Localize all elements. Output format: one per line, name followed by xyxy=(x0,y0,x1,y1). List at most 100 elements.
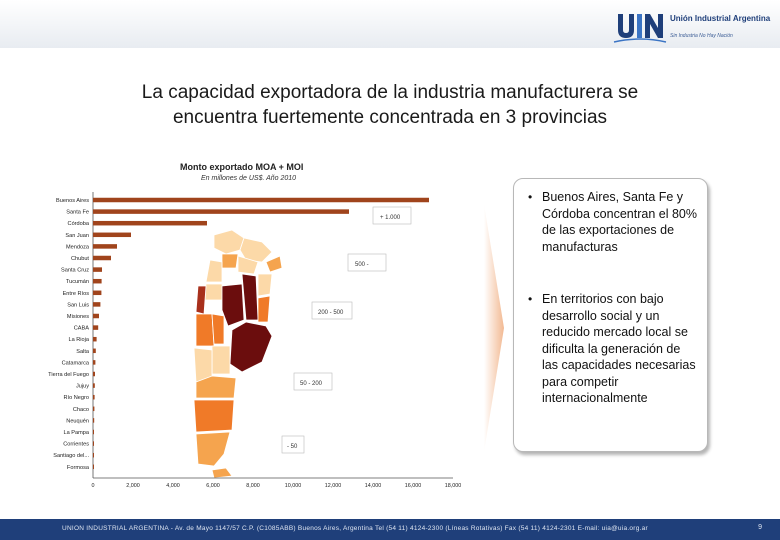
bar xyxy=(93,278,102,284)
bullet-item-2: En territorios con bajo desarrollo socia… xyxy=(528,291,697,407)
page-number: 9 xyxy=(758,524,762,531)
map-region-corrientes xyxy=(257,273,273,297)
map-region-chubut xyxy=(193,399,235,433)
map-region-la-pampa xyxy=(211,345,231,375)
category-label: Salta xyxy=(76,349,90,355)
export-bar-chart: Monto exportado MOA + MOI En millones de… xyxy=(48,162,462,489)
category-label: CABA xyxy=(74,326,90,332)
category-label: San Juan xyxy=(65,233,89,239)
bar xyxy=(93,394,95,400)
map-legend-label-2: 500 - xyxy=(355,262,369,268)
right-arrow-icon xyxy=(484,204,504,452)
category-labels: Buenos Aires Santa Fe Córdoba San Juan Mendo… xyxy=(48,198,90,471)
bar xyxy=(93,336,97,342)
bar xyxy=(93,464,94,470)
bars xyxy=(93,197,429,470)
map-region-buenos-aires xyxy=(229,321,273,373)
bar xyxy=(93,255,111,261)
category-label: Corrientes xyxy=(63,442,89,448)
footer-contact: UNION INDUSTRIAL ARGENTINA - Av. de Mayo… xyxy=(62,525,648,532)
category-label: San Luis xyxy=(67,302,89,308)
map-region-rio-negro xyxy=(195,375,237,399)
bar xyxy=(93,325,99,330)
slide-title: La capacidad exportadora de la industria… xyxy=(40,80,740,130)
category-label: Chubut xyxy=(71,256,89,262)
x-tick-label: 18,000 xyxy=(445,483,462,489)
argentina-map xyxy=(193,229,283,479)
category-label: Formosa xyxy=(67,465,90,471)
category-label: Entre Ríos xyxy=(63,291,90,297)
category-label: Neuquén xyxy=(66,418,89,424)
bar xyxy=(93,290,102,296)
x-tick-label: 10,000 xyxy=(285,483,302,489)
chart-title: Monto exportado MOA + MOI xyxy=(180,162,303,172)
category-label: La Pampa xyxy=(64,430,90,436)
map-legend-box-4: 50 - 200 xyxy=(293,372,333,391)
map-region-chaco xyxy=(237,255,259,275)
category-label: Tucumán xyxy=(66,279,89,285)
bar xyxy=(93,441,94,446)
bar xyxy=(93,371,95,377)
header-band: Unión Industrial Argentina Sin Industria… xyxy=(0,0,780,48)
logo-name: Unión Industrial Argentina xyxy=(670,14,771,23)
map-legend-box-5: - 50 xyxy=(281,435,305,454)
category-label: Santa Fe xyxy=(66,210,89,216)
category-label: Jujuy xyxy=(76,384,89,390)
category-label: Chaco xyxy=(73,407,89,413)
category-label: Tierra del Fuego xyxy=(48,372,89,378)
x-tick-label: 6,000 xyxy=(206,483,220,489)
category-label: Mendoza xyxy=(66,244,90,250)
map-region-san-luis xyxy=(211,313,225,345)
x-tick-label: 0 xyxy=(92,483,95,489)
map-region-tierra-del-fuego xyxy=(211,467,233,479)
map-region-cordoba xyxy=(221,283,245,327)
logo-slogan: Sin Industria No Hay Nación xyxy=(670,33,733,39)
map-legend-box-3: 200 - 500 xyxy=(311,301,353,320)
category-label: Buenos Aires xyxy=(56,198,89,204)
map-region-catamarca xyxy=(205,259,223,283)
bar xyxy=(93,418,95,423)
x-tick-label: 4,000 xyxy=(166,483,180,489)
bar xyxy=(93,348,96,354)
bar xyxy=(93,197,429,203)
bar xyxy=(93,232,131,238)
x-tick-label: 16,000 xyxy=(405,483,422,489)
bar xyxy=(93,302,101,307)
map-region-la-rioja xyxy=(203,283,225,301)
x-tick-label: 2,000 xyxy=(126,483,140,489)
uia-logo-icon xyxy=(613,14,667,43)
x-tick-label: 12,000 xyxy=(325,483,342,489)
bar xyxy=(93,220,207,226)
bar xyxy=(93,209,349,214)
bar xyxy=(93,429,94,435)
bar xyxy=(93,406,95,412)
map-region-santa-fe xyxy=(241,273,259,321)
bar xyxy=(93,244,117,249)
category-label: La Rioja xyxy=(68,337,89,343)
category-label: Santa Cruz xyxy=(61,268,89,274)
category-label: Córdoba xyxy=(68,221,90,227)
map-region-misiones xyxy=(265,255,283,273)
map-legend-box-1: + 1.000 xyxy=(372,206,412,225)
bullet-item-1: Buenos Aires, Santa Fe y Córdoba concent… xyxy=(528,189,697,255)
map-region-santa-cruz xyxy=(195,431,231,467)
map-legend-label-1: + 1.000 xyxy=(380,215,401,221)
map-region-north-west xyxy=(213,229,245,255)
category-label: Santiago del... xyxy=(53,453,89,459)
category-label: Río Negro xyxy=(64,395,90,401)
category-label: Misiones xyxy=(67,314,89,320)
map-legend-label-4: 50 - 200 xyxy=(300,381,323,387)
bar xyxy=(93,267,102,272)
map-legend-box-2: 500 - xyxy=(347,253,387,272)
map-legend-label-5: - 50 xyxy=(287,444,298,450)
map-region-entre-rios xyxy=(257,295,271,323)
x-tick-labels: 0 2,000 4,000 6,000 8,000 10,000 12,000 14,000 1… xyxy=(92,483,462,489)
uia-logo: Unión Industrial Argentina Sin Industria… xyxy=(612,6,772,46)
slide-title-line-2: encuentra fuertemente concentrada en 3 p… xyxy=(172,107,608,128)
map-region-mendoza xyxy=(195,313,215,347)
map-region-north-east xyxy=(239,237,273,263)
bar xyxy=(93,383,95,388)
footer-bar: UNION INDUSTRIAL ARGENTINA - Av. de Mayo… xyxy=(0,519,780,540)
map-region-san-juan xyxy=(195,285,207,315)
slide-title-line-1: La capacidad exportadora de la industria… xyxy=(141,82,639,103)
